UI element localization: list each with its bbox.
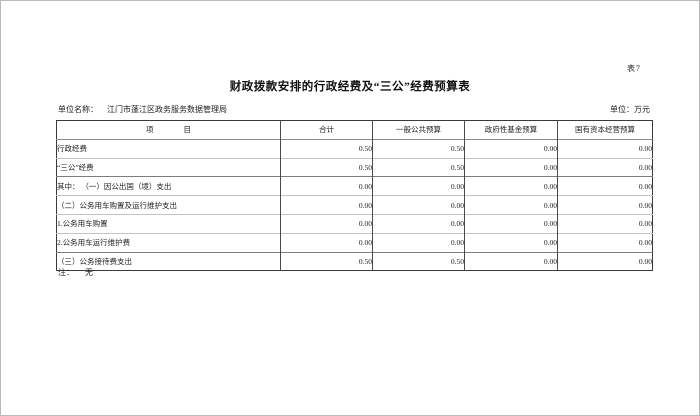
value-cell: 0.00 — [557, 139, 653, 159]
table-number-tag: 表7 — [627, 64, 641, 73]
footnote-value: 无 — [85, 268, 93, 277]
item-label-cell: （三）公务接待费支出 — [57, 256, 132, 266]
value-cell: 0.50 — [372, 139, 465, 159]
footnote-label: 注： — [58, 268, 74, 277]
item-label-cell: 行政经费 — [57, 144, 87, 154]
value-cell: 0.00 — [372, 233, 465, 253]
footnote: 注： 无 — [58, 267, 93, 278]
value-cell: 0.00 — [372, 214, 465, 234]
budget-table: 项 目 合计 一般公共预算 政府性基金预算 国有资本经营预算 行政经费 0.50… — [56, 120, 653, 272]
value-cell: 0.00 — [464, 195, 558, 215]
meta-row: 单位名称： 江门市蓬江区政务服务数据管理局 单位：万元 — [58, 104, 650, 115]
currency-unit-label: 单位：万元 — [610, 105, 650, 114]
item-label-cell: 1.公务用车购置 — [57, 219, 108, 229]
unit-name-value: 江门市蓬江区政务服务数据管理局 — [107, 105, 227, 114]
table-row: “三公”经费 0.50 0.50 0.00 0.00 — [56, 158, 653, 177]
value-cell: 0.00 — [557, 252, 653, 271]
value-cell: 0.00 — [557, 233, 653, 253]
value-cell: 0.00 — [557, 158, 653, 177]
item-label-cell: “三公”经费 — [57, 162, 94, 172]
unit-name-line: 单位名称： 江门市蓬江区政务服务数据管理局 — [58, 104, 227, 115]
table-row: 行政经费 0.50 0.50 0.00 0.00 — [56, 139, 653, 159]
value-cell: 0.00 — [372, 176, 465, 196]
item-label-cell: 其中： （一）因公出国（境）支出 — [57, 181, 172, 191]
item-label-cell: （二）公务用车购置及运行维护支出 — [57, 200, 177, 210]
table-row: 其中： （一）因公出国（境）支出 0.00 0.00 0.00 0.00 — [56, 176, 653, 196]
value-cell: 0.00 — [280, 233, 373, 253]
value-cell: 0.00 — [557, 195, 653, 215]
column-header-state-capital-budget: 国有资本经营预算 — [557, 120, 653, 140]
value-cell: 0.00 — [464, 176, 558, 196]
table-row: （二）公务用车购置及运行维护支出 0.00 0.00 0.00 0.00 — [56, 195, 653, 215]
value-cell: 0.00 — [464, 214, 558, 234]
value-cell: 0.00 — [464, 252, 558, 271]
value-cell: 0.00 — [464, 158, 558, 177]
value-cell: 0.00 — [464, 139, 558, 159]
value-cell: 0.50 — [372, 158, 465, 177]
value-cell: 0.00 — [557, 214, 653, 234]
header-row: 项 目 合计 一般公共预算 政府性基金预算 国有资本经营预算 — [56, 120, 653, 140]
value-cell: 0.00 — [372, 195, 465, 215]
value-cell: 0.00 — [280, 195, 373, 215]
value-cell: 0.00 — [557, 176, 653, 196]
table-row: 2.公务用车运行维护费 0.00 0.00 0.00 0.00 — [56, 233, 653, 253]
value-cell: 0.50 — [280, 158, 373, 177]
column-header-government-fund-budget: 政府性基金预算 — [464, 120, 558, 140]
value-cell: 0.50 — [280, 252, 373, 271]
item-label-cell: 2.公务用车运行维护费 — [57, 238, 131, 248]
column-header-total: 合计 — [280, 120, 373, 140]
column-header-general-public-budget: 一般公共预算 — [372, 120, 465, 140]
value-cell: 0.00 — [280, 214, 373, 234]
page-title: 财政拨款安排的行政经费及“三公”经费预算表 — [229, 81, 471, 93]
value-cell: 0.00 — [464, 233, 558, 253]
table-row: 1.公务用车购置 0.00 0.00 0.00 0.00 — [56, 214, 653, 234]
column-header-item: 项 目 — [146, 125, 191, 135]
value-cell: 0.50 — [280, 139, 373, 159]
unit-name-label: 单位名称： — [58, 105, 98, 114]
value-cell: 0.00 — [280, 176, 373, 196]
value-cell: 0.50 — [372, 252, 465, 271]
table-row: （三）公务接待费支出 0.50 0.50 0.00 0.00 — [56, 252, 653, 271]
